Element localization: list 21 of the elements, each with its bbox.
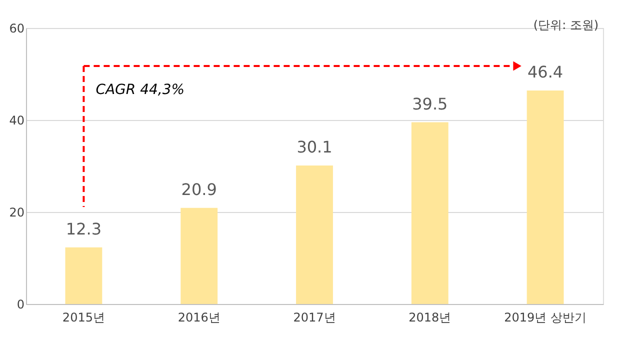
x-tick-label: 2016년 <box>178 310 220 324</box>
bar <box>65 247 102 304</box>
y-tick-label: 20 <box>9 206 24 220</box>
data-label: 39.5 <box>412 94 448 114</box>
data-label: 20.9 <box>181 180 217 199</box>
bar <box>180 208 218 304</box>
x-tick-label: 2018년 <box>408 310 452 324</box>
x-tick-label: 2019년 상반기 <box>504 310 586 324</box>
bar <box>526 90 564 304</box>
x-tick-label: 2017년 <box>293 310 336 324</box>
annotation: (단위: 조원) <box>533 18 599 32</box>
y-tick-label: 40 <box>9 114 24 128</box>
data-label: 30.1 <box>296 138 332 157</box>
bar <box>411 122 448 304</box>
data-label: 12.3 <box>66 219 102 238</box>
data-label: 46.4 <box>527 62 564 82</box>
y-tick-label: 0 <box>16 298 24 312</box>
annotation: CAGR 44,3% <box>96 82 185 98</box>
bar <box>296 166 333 304</box>
y-tick-label: 60 <box>9 22 24 36</box>
x-tick-label: 2015년 <box>62 310 105 324</box>
